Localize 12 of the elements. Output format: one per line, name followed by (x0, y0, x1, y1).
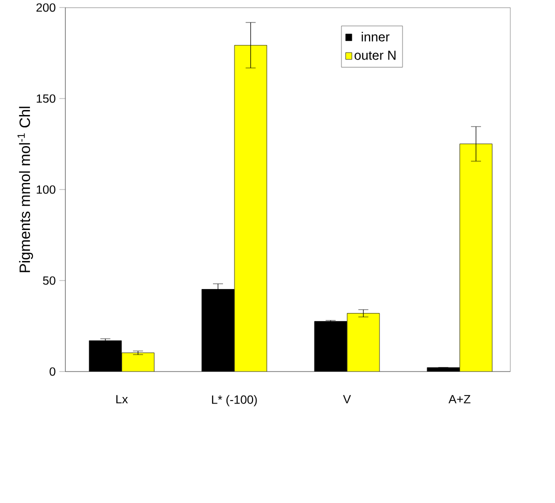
y-tick-label: 100 (36, 186, 56, 194)
x-tick-label: A+Z (448, 395, 470, 404)
y-tick-label: 0 (50, 368, 56, 376)
legend-label: outer N (354, 51, 396, 60)
y-tick-label: 200 (36, 4, 56, 12)
x-tick-label: L* (-100) (212, 395, 257, 406)
y-tick-label: 50 (43, 276, 56, 285)
x-tick-label: Lx (116, 395, 128, 404)
y-axis-title: Pigments mmol mol$^{-1}$ Chl (18, 106, 34, 272)
legend-label: inner (362, 32, 390, 42)
x-tick-label: V (343, 395, 351, 404)
y-tick-label: 150 (36, 94, 56, 103)
